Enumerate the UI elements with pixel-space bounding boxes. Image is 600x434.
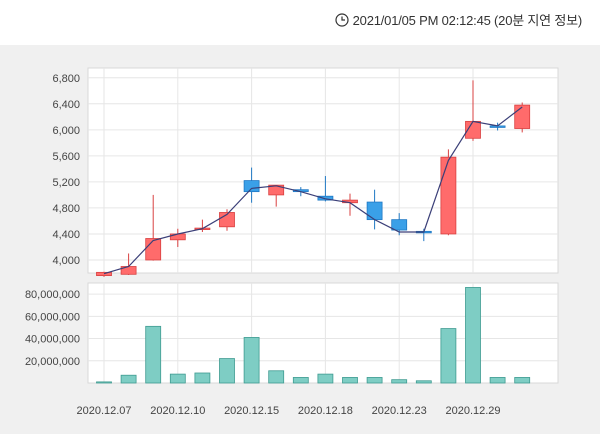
x-tick-label: 2020.12.23 [372, 405, 427, 417]
candle-body [391, 219, 408, 231]
stock-chart: 6,800 6,400 6,000 5,600 5,200 4,800 4,400 4,000… [25, 67, 559, 417]
price-tick-label: 5,200 [52, 177, 80, 189]
price-tick-label: 4,400 [52, 229, 80, 241]
price-plot-area [87, 67, 559, 274]
volume-bar [292, 377, 309, 384]
chart-panel: 6,800 6,400 6,000 5,600 5,200 4,800 4,400 4,000… [0, 45, 600, 434]
x-tick-label: 2020.12.15 [224, 405, 279, 417]
candle-body [366, 201, 383, 221]
price-line [103, 106, 523, 275]
price-tick-label: 6,400 [52, 99, 80, 111]
candle-body [514, 104, 531, 129]
candle-body [96, 271, 112, 277]
volume-bar [465, 287, 481, 384]
candles [96, 80, 531, 277]
timestamp-text: 2021/01/05 PM 02:12:45 (20분 지연 정보) [352, 13, 583, 28]
volume-bar [514, 377, 531, 384]
volume-bar [440, 328, 457, 384]
candle-body [145, 238, 162, 261]
volume-bar [391, 379, 408, 384]
volume-tick-label: 40,000,000 [25, 334, 80, 346]
x-tick-label: 2020.12.29 [445, 405, 500, 417]
x-tick-label: 2020.12.18 [298, 405, 353, 417]
candle-body [440, 156, 457, 235]
volume-bar [169, 373, 186, 384]
volume-bar [120, 374, 137, 384]
price-tick-label: 6,000 [52, 125, 80, 137]
volume-bar [96, 381, 112, 384]
x-tick-label: 2020.12.07 [76, 405, 131, 417]
price-axis: 6,800 6,400 6,000 5,600 5,200 4,800 4,400 4,000 [52, 73, 80, 267]
candle-body [243, 180, 260, 193]
timestamp: 2021/01/05 PM 02:12:45 (20분 지연 정보) [335, 10, 582, 29]
clock-icon [335, 12, 349, 27]
volume-bar [489, 377, 506, 384]
candle-body [268, 184, 285, 196]
x-axis: 2020.12.07 2020.12.10 2020.12.15 2020.12.18… [76, 405, 500, 417]
candle-body [317, 195, 334, 201]
volume-bar [268, 370, 285, 384]
volume-bar [342, 377, 358, 384]
volume-bar [415, 380, 432, 384]
volume-axis: 80,000,000 60,000,000 40,000,000 20,000,000 [25, 289, 80, 368]
volume-tick-label: 80,000,000 [25, 289, 80, 301]
price-tick-label: 6,800 [52, 73, 80, 85]
volume-bar [194, 372, 211, 384]
price-tick-label: 4,800 [52, 203, 80, 215]
volume-bar [317, 373, 334, 384]
volume-bar [219, 358, 235, 384]
volume-bars [96, 287, 531, 384]
price-tick-label: 5,600 [52, 151, 80, 163]
x-tick-label: 2020.12.10 [150, 405, 205, 417]
price-tick-label: 4,000 [52, 255, 80, 267]
volume-bar [243, 337, 260, 384]
volume-bar [145, 325, 162, 384]
volume-tick-label: 20,000,000 [25, 356, 80, 368]
volume-bar [366, 377, 383, 384]
volume-tick-label: 60,000,000 [25, 311, 80, 323]
